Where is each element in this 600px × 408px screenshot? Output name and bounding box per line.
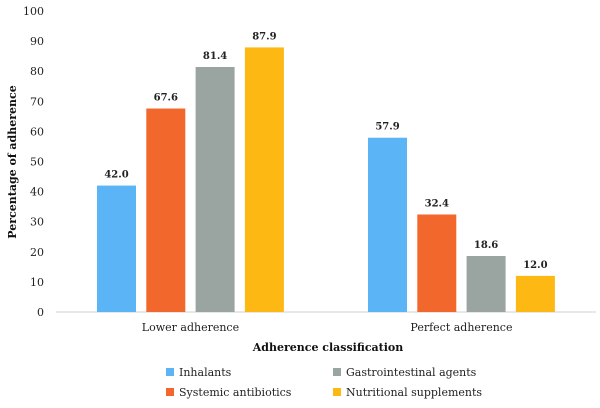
bar: [146, 108, 186, 312]
bar: [466, 256, 506, 312]
legend-swatch: [166, 388, 174, 396]
y-tick-label: 60: [30, 125, 44, 138]
category-label: Perfect adherence: [410, 321, 512, 334]
y-tick-label: 50: [30, 156, 44, 169]
y-tick-label: 30: [30, 216, 44, 229]
y-tick-label: 70: [30, 95, 44, 108]
legend-swatch: [333, 368, 341, 376]
data-label: 32.4: [425, 198, 449, 209]
data-label: 87.9: [252, 31, 276, 42]
legend-item: Systemic antibiotics: [166, 386, 292, 399]
data-label: 57.9: [375, 122, 399, 133]
y-tick-label: 10: [30, 276, 44, 289]
y-tick-label: 80: [30, 65, 44, 78]
bar: [97, 185, 136, 312]
category-labels-group: Lower adherence Perfect adherence: [142, 321, 513, 334]
data-label: 42.0: [104, 170, 128, 181]
legend-label: Gastrointestinal agents: [346, 366, 477, 379]
bars-group: [97, 47, 555, 313]
legend-swatch: [333, 388, 341, 396]
y-axis-title: Percentage of adherence: [6, 85, 19, 238]
data-labels-group: 42.0 67.6 81.4 87.9 57.9 32.4 18.6 12.0: [104, 31, 547, 270]
bar: [195, 66, 235, 313]
y-axis-ticks: 0 10 20 30 40 50 60 70 80 90 100: [23, 5, 44, 319]
y-tick-label: 0: [37, 306, 44, 319]
bar: [417, 214, 457, 312]
data-label: 18.6: [474, 240, 498, 251]
x-axis-title: Adherence classification: [252, 341, 404, 354]
legend-label: Nutritional supplements: [346, 386, 482, 399]
bar: [515, 275, 555, 312]
data-label: 12.0: [523, 260, 547, 271]
legend-label: Systemic antibiotics: [179, 386, 292, 399]
data-label: 81.4: [203, 51, 227, 62]
legend-item: Inhalants: [166, 366, 232, 379]
y-tick-label: 40: [30, 186, 44, 199]
bar: [244, 47, 284, 313]
legend-label: Inhalants: [179, 366, 232, 379]
legend-item: Gastrointestinal agents: [333, 366, 477, 379]
data-label: 67.6: [154, 93, 178, 104]
legend-swatch: [166, 368, 174, 376]
category-label: Lower adherence: [142, 321, 239, 334]
bar: [368, 137, 407, 312]
y-tick-label: 20: [30, 246, 44, 259]
y-tick-label: 90: [30, 35, 44, 48]
legend: Inhalants Gastrointestinal agents Systemic…: [166, 366, 482, 399]
y-tick-label: 100: [23, 5, 44, 18]
legend-item: Nutritional supplements: [333, 386, 482, 399]
